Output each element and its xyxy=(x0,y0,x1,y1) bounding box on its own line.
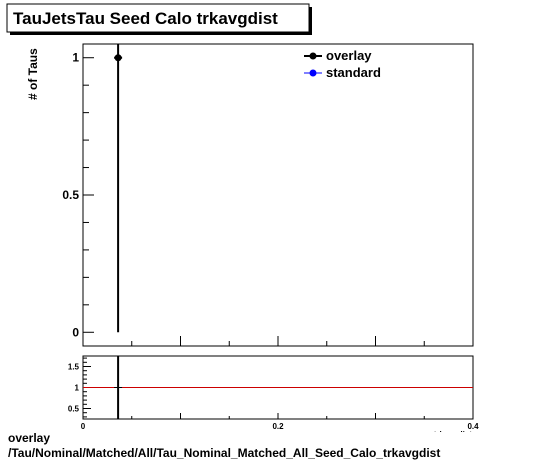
main-y-tick-label: 0.5 xyxy=(62,188,79,202)
ratio-y-tick-label: 1.5 xyxy=(68,363,80,372)
main-plot-frame xyxy=(82,43,474,347)
legend-overlay-marker xyxy=(309,52,317,60)
chart-title: TauJetsTau Seed Calo trkavgdist xyxy=(13,9,278,28)
legend-standard-label: standard xyxy=(326,65,381,80)
ratio-x-tick-label: 0 xyxy=(81,422,86,431)
title-box: TauJetsTau Seed Calo trkavgdist xyxy=(6,3,312,35)
main-y-tick-label: 0 xyxy=(72,325,79,339)
footer-line-2: /Tau/Nominal/Matched/All/Tau_Nominal_Mat… xyxy=(8,446,440,460)
footer-line-1: overlay xyxy=(8,431,50,445)
ratio-y-tick-label: 0.5 xyxy=(68,405,80,414)
footer-background xyxy=(0,432,546,462)
legend-standard-marker xyxy=(309,69,317,77)
ratio-y-tick-label: 1 xyxy=(75,384,80,393)
ratio-x-tick-label: 0.4 xyxy=(467,422,479,431)
overlay-point xyxy=(114,54,122,62)
ratio-series xyxy=(83,356,473,419)
y-axis-title: # of Taus xyxy=(26,48,40,100)
main-axes: 00.51 xyxy=(62,51,474,346)
ratio-x-tick-label: 0.2 xyxy=(272,422,284,431)
main-series xyxy=(114,44,123,333)
legend: overlay standard xyxy=(304,48,381,80)
ratio-axes: 0.5 1 1.5 0 0.2 0.4 xyxy=(68,357,479,431)
legend-overlay-label: overlay xyxy=(326,48,372,63)
main-y-tick-label: 1 xyxy=(72,51,79,65)
